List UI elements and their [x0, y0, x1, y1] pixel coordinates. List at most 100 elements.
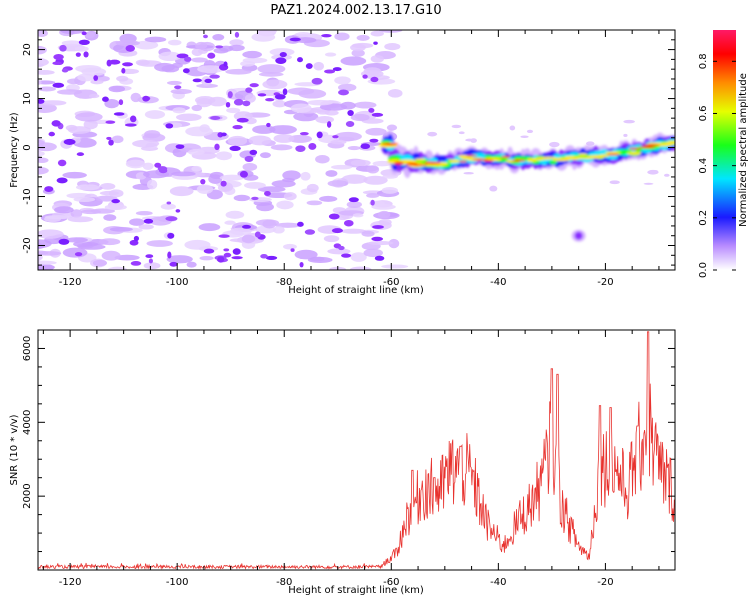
noise-blob-strong [75, 52, 81, 57]
noise-blob [356, 34, 370, 41]
noise-blob-strong [58, 238, 70, 245]
noise-blob-strong [148, 258, 153, 264]
noise-blob [146, 179, 158, 190]
noise-blob-strong [159, 168, 168, 174]
noise-blob-strong [220, 180, 227, 187]
noise-blob [585, 141, 595, 146]
noise-blob [334, 76, 351, 85]
noise-blob [191, 104, 203, 112]
noise-blob [272, 226, 285, 234]
signal-blob [607, 153, 619, 156]
noise-blob [251, 32, 276, 42]
noise-blob-strong [369, 138, 379, 143]
noise-blob [643, 182, 654, 185]
noise-blob [172, 107, 186, 114]
noise-blob [377, 210, 391, 219]
noise-blob [215, 151, 233, 161]
noise-blob-strong [295, 145, 306, 153]
noise-blob [340, 56, 367, 66]
noise-blob-strong [165, 216, 178, 222]
noise-blob [38, 69, 55, 75]
noise-blob-strong [108, 139, 114, 146]
noise-blob [73, 196, 96, 203]
noise-blob-strong [373, 41, 378, 45]
noise-blob [315, 154, 330, 164]
noise-blob-strong [368, 107, 375, 113]
noise-blob [272, 100, 287, 108]
snr-frame [37, 329, 676, 571]
noise-blob-strong [274, 94, 286, 100]
noise-blob-strong [304, 229, 316, 235]
noise-blob-strong [51, 120, 61, 127]
noise-blob-strong [371, 236, 384, 242]
noise-blob-strong [106, 59, 112, 67]
noise-blob-strong [299, 261, 304, 268]
noise-blob [171, 171, 196, 177]
snr-background [38, 330, 675, 570]
signal-blob [643, 144, 660, 146]
noise-blob [363, 175, 388, 185]
noise-blob [257, 186, 286, 193]
noise-blob [353, 101, 377, 109]
noise-blob [257, 64, 286, 74]
noise-blob [623, 119, 635, 124]
noise-blob [107, 266, 128, 270]
noise-blob-strong [102, 96, 109, 102]
noise-blob [146, 240, 173, 247]
noise-blob-strong [83, 51, 89, 58]
noise-blob [331, 164, 353, 170]
noise-blob [381, 186, 399, 194]
signal-blob [578, 153, 588, 156]
noise-blob [75, 184, 100, 191]
noise-blob [451, 124, 462, 129]
noise-blob-strong [343, 219, 354, 227]
noise-blob-strong [53, 53, 64, 61]
noise-blob-strong [321, 34, 332, 38]
noise-blob-strong [167, 232, 175, 239]
spectrogram-x-tick-label: -40 [490, 277, 506, 288]
noise-blob [352, 213, 364, 218]
noise-blob [313, 61, 325, 71]
noise-blob-strong [56, 177, 68, 184]
noise-blob [169, 186, 194, 197]
noise-blob [199, 124, 210, 133]
noise-blob [675, 125, 680, 131]
snr-y-tick-label: 2000 [22, 483, 33, 508]
noise-blob [351, 42, 374, 49]
noise-blob [167, 39, 182, 46]
noise-blob-strong [362, 74, 368, 79]
noise-blob [623, 133, 628, 138]
noise-blob-strong [210, 116, 221, 120]
noise-blob-strong [182, 68, 190, 74]
noise-blob [38, 80, 56, 85]
noise-blob-strong [233, 98, 244, 106]
noise-blob-strong [52, 82, 65, 88]
noise-blob [158, 51, 182, 62]
noise-blob [269, 48, 295, 56]
noise-blob [142, 162, 154, 171]
noise-blob [384, 43, 401, 51]
noise-blob [38, 45, 47, 55]
noise-blob-strong [324, 69, 336, 74]
noise-blob-strong [338, 89, 349, 96]
signal-blob [413, 164, 428, 167]
noise-blob-strong [217, 256, 225, 263]
noise-blob [252, 125, 276, 134]
noise-blob-strong [223, 252, 232, 258]
noise-blob [366, 193, 380, 198]
noise-blob-strong [175, 209, 181, 213]
noise-blob [609, 180, 620, 185]
noise-blob-strong [341, 253, 352, 258]
noise-blob-strong [232, 124, 243, 130]
noise-blob-strong [142, 95, 150, 102]
noise-blob-strong [249, 83, 259, 88]
noise-blob [225, 210, 245, 219]
noise-blob [75, 112, 103, 122]
spectrogram-y-axis-label: Frequency (Hz) [9, 112, 20, 188]
noise-blob [38, 260, 57, 265]
noise-blob-strong [125, 45, 135, 52]
noise-blob-strong [326, 121, 332, 128]
noise-blob [138, 224, 154, 230]
noise-blob [489, 185, 498, 192]
